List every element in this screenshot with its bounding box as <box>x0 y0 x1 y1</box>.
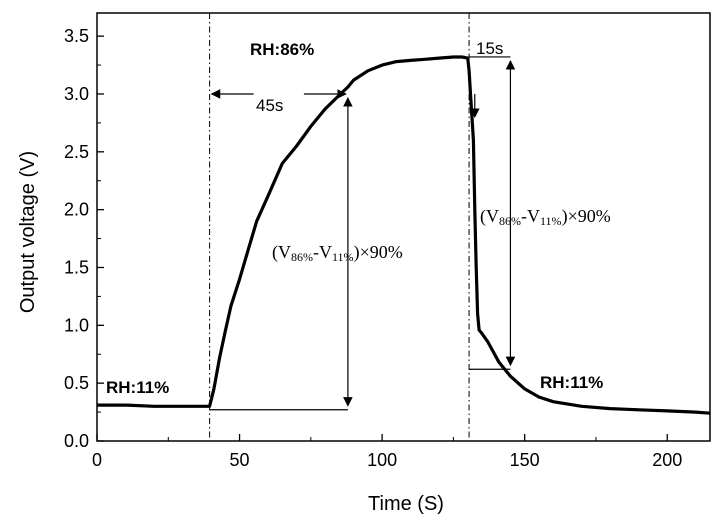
x-tick-label-100: 100 <box>367 450 397 470</box>
y-tick-label-3.0: 3.0 <box>64 84 89 104</box>
x-tick-label-200: 200 <box>652 450 682 470</box>
series-line-1 <box>97 55 711 415</box>
rh-low-left-label: RH:11% <box>106 378 169 397</box>
annotation-lines <box>209 56 516 411</box>
x-axis-title: Time (S) <box>368 493 444 515</box>
axes: 0 50 100 150 200 0.0 0.5 1.0 1.5 2.0 2.5 3.0 3.5 <box>64 12 711 470</box>
x-tick-label-50: 50 <box>230 450 250 470</box>
rise-time-label: 45s <box>256 96 283 115</box>
y-tick-label-3.5: 3.5 <box>64 26 89 46</box>
y-tick-label-0.0: 0.0 <box>64 431 89 451</box>
formula-left: (V86%-V11%)×90% <box>272 242 403 264</box>
y-axis-title: Output voltage (V) <box>17 151 39 313</box>
y-tick-label-2.5: 2.5 <box>64 142 89 162</box>
y-tick-label-1.0: 1.0 <box>64 315 89 335</box>
series-layer <box>97 55 711 415</box>
y-tick-label-1.5: 1.5 <box>64 257 89 277</box>
y-tick-label-0.5: 0.5 <box>64 373 89 393</box>
x-tick-label-0: 0 <box>92 450 102 470</box>
formula-right: (V86%-V11%)×90% <box>480 206 611 228</box>
y-tick-label-2.0: 2.0 <box>64 200 89 220</box>
fall-time-label: 15s <box>476 39 503 58</box>
reference-lines <box>209 13 470 441</box>
x-tick-label-150: 150 <box>510 450 540 470</box>
rh-low-right-label: RH:11% <box>540 373 603 392</box>
plot-frame <box>96 12 711 442</box>
rh-high-label: RH:86% <box>250 40 314 59</box>
